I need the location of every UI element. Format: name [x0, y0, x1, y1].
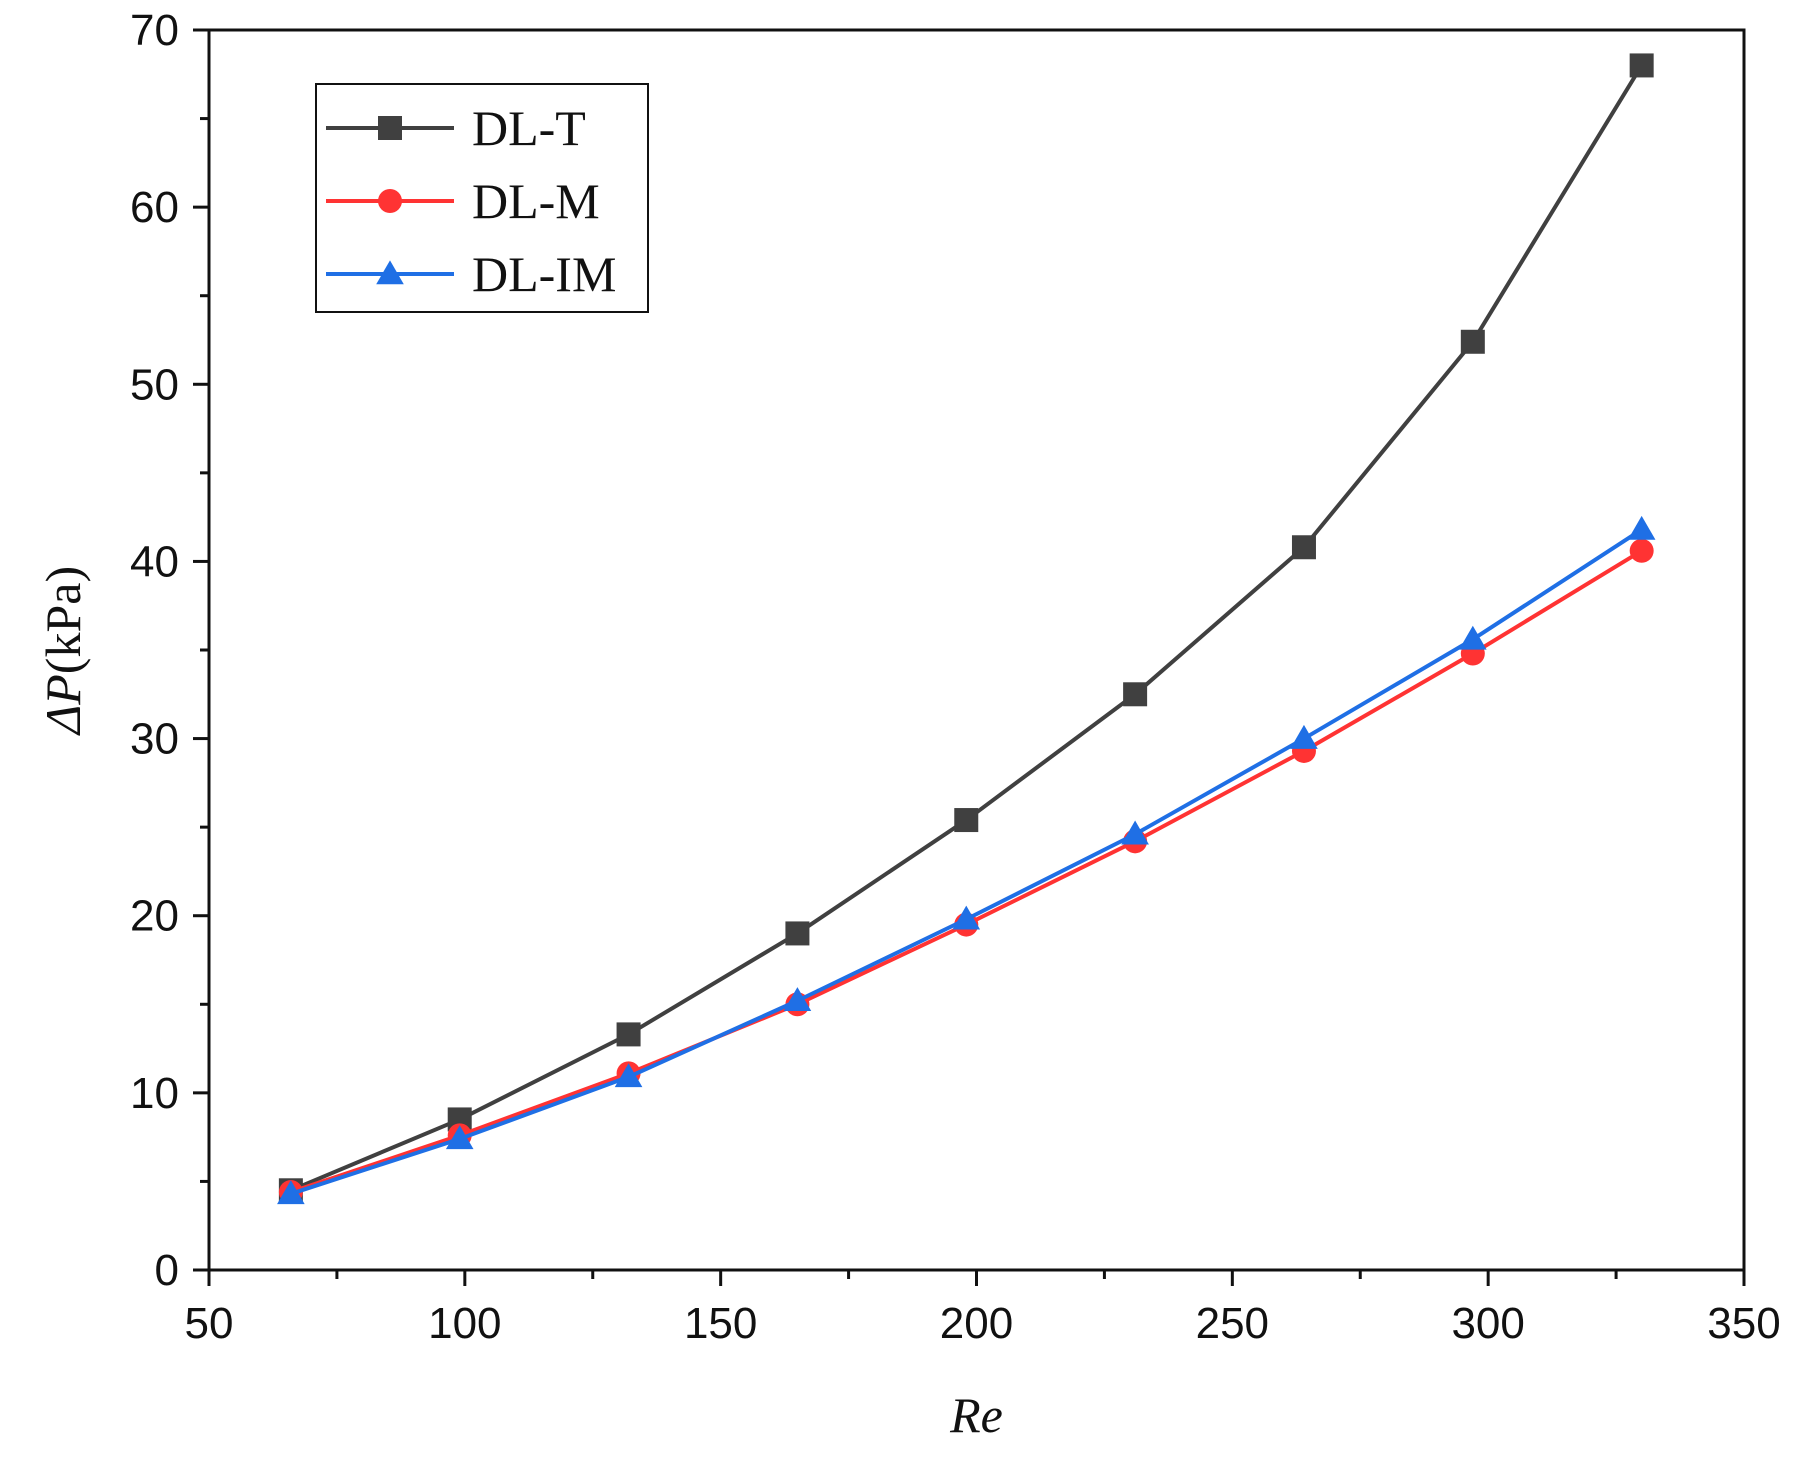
legend-label: DL-T — [472, 100, 586, 156]
y-tick-label: 50 — [130, 360, 179, 409]
data-point — [1629, 538, 1654, 563]
legend-marker — [376, 260, 404, 285]
y-tick-label: 30 — [130, 715, 179, 764]
legend-item-dl-m: DL-M — [326, 173, 600, 229]
y-tick-label: 60 — [130, 183, 179, 232]
y-tick-label: 0 — [155, 1246, 179, 1295]
data-point — [616, 1022, 641, 1047]
data-point — [1290, 724, 1318, 749]
plot-frame — [207, 28, 1746, 1272]
x-tick-label: 200 — [940, 1299, 1013, 1348]
series-dl-t — [278, 53, 1654, 1203]
axes-layer: 50 100 150 200 250 300 350 0 10 20 30 40 50 60 70 — [130, 6, 1781, 1348]
data-point — [783, 987, 812, 1012]
x-tick-label: 350 — [1707, 1299, 1780, 1348]
y-axis-title-unit: (kPa) — [35, 566, 91, 674]
data-point — [1123, 682, 1148, 707]
data-point — [785, 921, 810, 946]
legend-item-dl-t: DL-T — [326, 100, 586, 156]
data-point — [954, 808, 979, 833]
y-tick-label: 10 — [130, 1069, 179, 1118]
data-point — [1291, 535, 1316, 560]
data-point — [1627, 515, 1656, 540]
x-tick-label: 50 — [185, 1299, 234, 1348]
data-point — [1459, 625, 1487, 650]
y-tick-label: 20 — [130, 892, 179, 941]
y-tick-label: 40 — [130, 537, 179, 586]
legend-marker — [378, 116, 402, 140]
x-tick-label: 250 — [1196, 1299, 1269, 1348]
x-axis-title: Re — [949, 1387, 1003, 1443]
legend-marker — [378, 189, 402, 213]
series-layer — [277, 53, 1656, 1205]
data-point — [445, 1125, 474, 1150]
series-dl-im — [277, 515, 1656, 1205]
x-tick-label: 100 — [428, 1299, 501, 1348]
y-axis-title: ΔP(kPa) — [35, 566, 91, 736]
x-tick-label: 300 — [1451, 1299, 1524, 1348]
legend-label: DL-IM — [472, 246, 616, 302]
data-point — [614, 1063, 643, 1088]
data-point — [952, 905, 981, 930]
data-point — [1460, 329, 1485, 354]
y-axis-title-symbol: ΔP — [35, 674, 91, 736]
legend-item-dl-im: DL-IM — [326, 246, 616, 302]
y-tick-label: 70 — [130, 6, 179, 55]
legend-label: DL-M — [472, 173, 600, 229]
data-point — [1629, 53, 1654, 78]
data-point — [1121, 820, 1149, 845]
legend: DL-T DL-M DL-IM — [315, 83, 649, 313]
data-point — [277, 1180, 305, 1205]
x-tick-label: 150 — [684, 1299, 757, 1348]
